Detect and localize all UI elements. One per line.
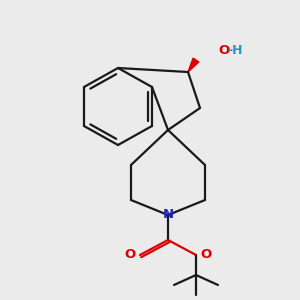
Text: O: O (200, 248, 211, 262)
Text: N: N (162, 208, 174, 221)
Polygon shape (188, 58, 199, 72)
Text: -H: -H (227, 44, 242, 56)
Text: O: O (218, 44, 229, 56)
Text: O: O (125, 248, 136, 262)
